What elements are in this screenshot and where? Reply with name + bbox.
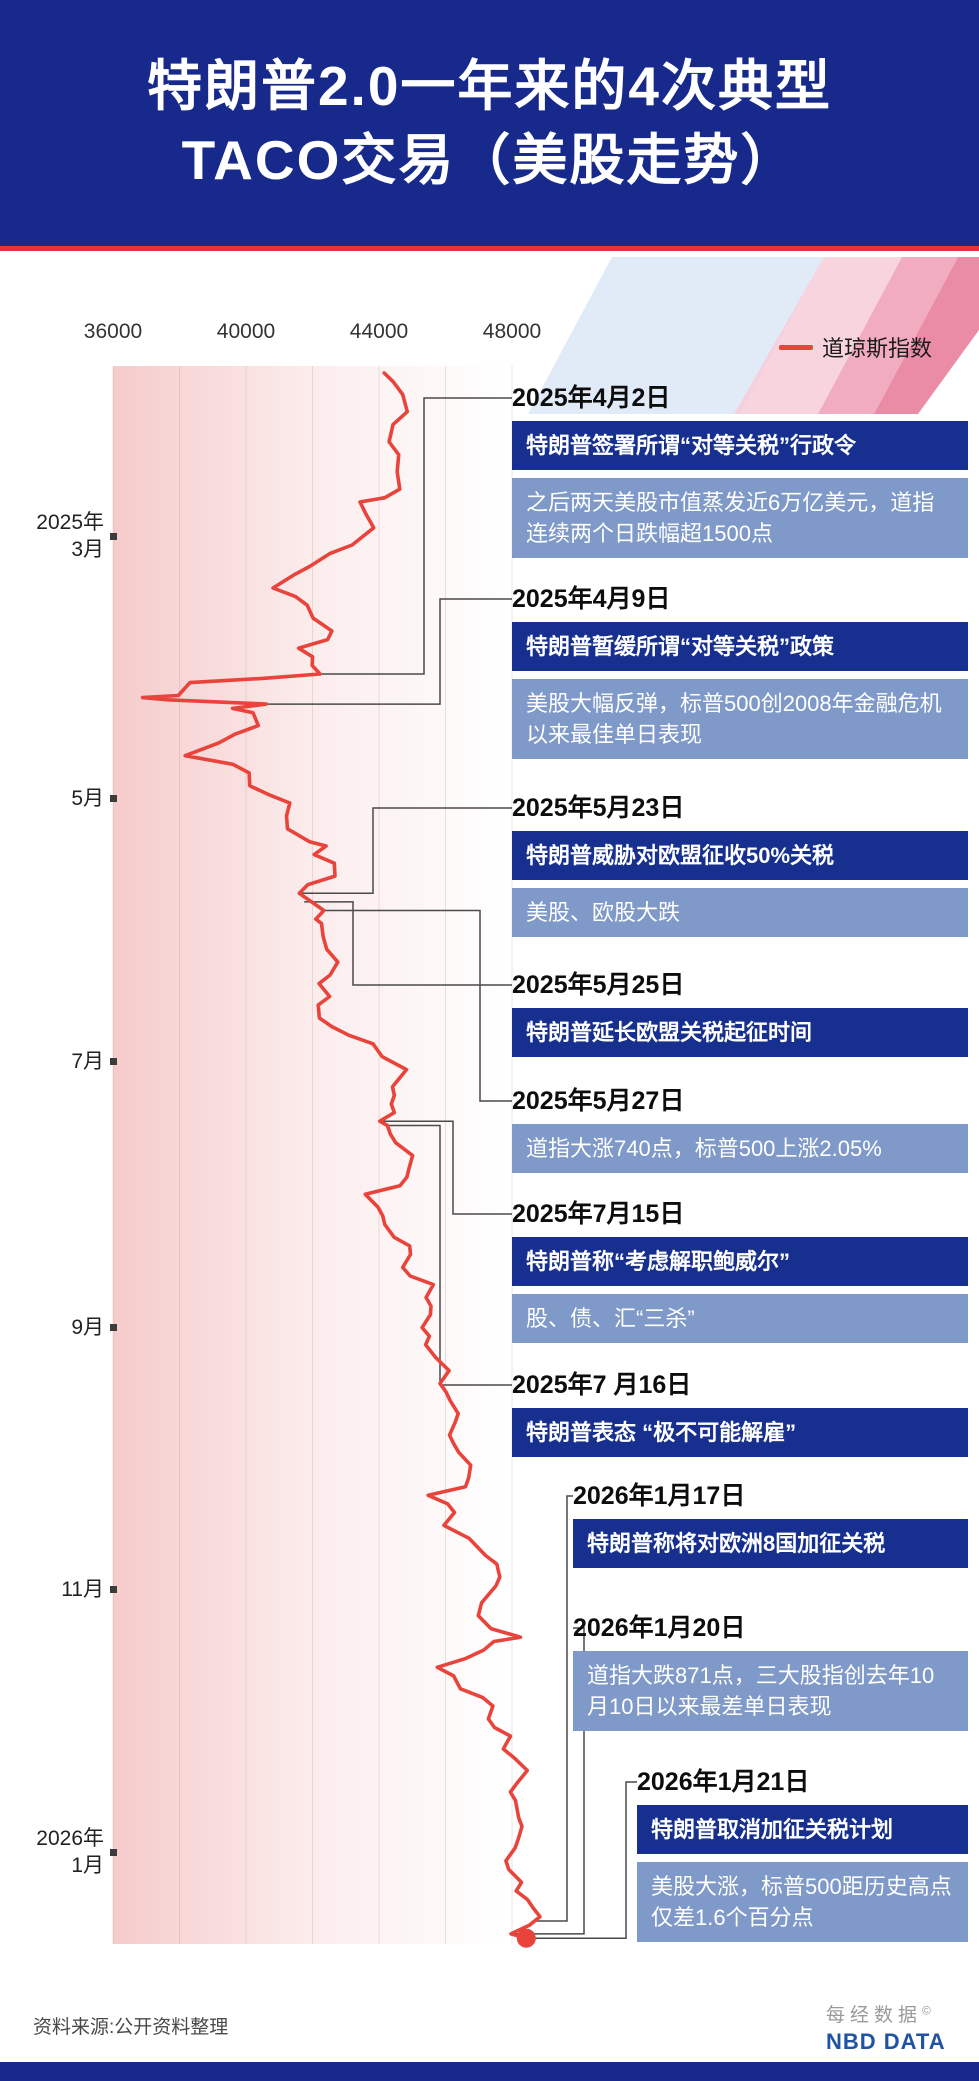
annotation-connector — [511, 1627, 585, 1935]
annotation-event-box: 特朗普表态 “极不可能解雇” — [512, 1408, 968, 1457]
annotation-event-box: 特朗普称将对欧洲8国加征关税 — [573, 1519, 968, 1568]
chart-plot-background — [113, 366, 560, 1944]
annotation-date: 2026年1月20日 — [573, 1614, 746, 1642]
line-end-dot — [516, 1928, 536, 1948]
annotation-date: 2025年5月27日 — [512, 1087, 685, 1115]
header-banner: 特朗普2.0一年来的4次典型 TACO交易（美股走势） — [0, 0, 979, 246]
annotation: 2025年5月23日特朗普威胁对欧盟征收50%关税 美股、欧股大跌 — [512, 793, 968, 937]
annotation-date: 2026年1月21日 — [637, 1768, 810, 1796]
decorative-ribbon — [874, 257, 979, 414]
annotation-connector — [266, 598, 512, 705]
brand-logo-cn: 每经数据 — [826, 2005, 923, 2026]
time-axis-tick — [110, 1848, 117, 1856]
annotation-connector — [535, 1495, 573, 1922]
decorative-ribbon — [734, 257, 902, 414]
annotation-connector — [379, 1120, 512, 1215]
annotation-connector — [387, 1124, 512, 1386]
decorative-ribbon — [528, 257, 824, 414]
source-note: 资料来源:公开资料整理 — [33, 2017, 229, 2038]
time-axis-label: 11月 — [61, 1578, 104, 1602]
annotation-date: 2025年5月23日 — [512, 794, 685, 822]
annotation-result-box: 美股大涨，标普500距历史高点仅差1.6个百分点 — [637, 1862, 968, 1942]
annotation-event-box: 特朗普取消加征关税计划 — [637, 1805, 968, 1854]
annotation-date: 2025年4月2日 — [512, 384, 671, 412]
annotation: 2025年5月27日道指大涨740点，标普500上涨2.05% — [512, 1086, 968, 1173]
annotation: 2026年1月17日特朗普称将对欧洲8国加征关税 — [573, 1481, 968, 1576]
annotation-result-box: 美股大幅反弹，标普500创2008年金融危机以来最佳单日表现 — [512, 679, 968, 759]
brand-logo-en: NBD DATA — [826, 2029, 946, 2054]
page-title-line1: 特朗普2.0一年来的4次典型 — [146, 55, 833, 117]
time-axis-label: 7月 — [71, 1049, 104, 1073]
annotation-connector — [319, 397, 512, 675]
annotation-date: 2025年7月15日 — [512, 1200, 685, 1228]
annotation-event-box: 特朗普暂缓所谓“对等关税”政策 — [512, 622, 968, 671]
annotation-date: 2026年1月17日 — [573, 1482, 746, 1510]
time-axis-tick — [110, 795, 117, 803]
x-axis-tick-label: 44000 — [349, 320, 409, 343]
annotation: 2026年1月21日特朗普取消加征关税计划美股大涨，标普500距历史高点仅差1.… — [637, 1767, 968, 1942]
annotation-event-box: 特朗普威胁对欧盟征收50%关税 — [512, 831, 968, 880]
annotation: 2025年7 月16日特朗普表态 “极不可能解雇” — [512, 1370, 968, 1465]
x-axis-tick-label: 36000 — [83, 320, 143, 343]
annotation: 2025年4月2日特朗普签署所谓“对等关税”行政令之后两天美股市值蒸发近6万亿美… — [512, 383, 968, 558]
annotation-date: 2025年7 月16日 — [512, 1371, 692, 1399]
annotation-connector — [323, 909, 512, 1102]
x-axis-tick-label: 40000 — [216, 320, 276, 343]
time-axis-tick — [110, 1324, 117, 1332]
x-axis-tick-label: 48000 — [482, 320, 542, 343]
time-axis-tick — [110, 1586, 117, 1594]
time-axis-label: 2025年 3月 — [36, 511, 104, 562]
annotation-date: 2025年4月9日 — [512, 585, 671, 613]
time-axis-label: 9月 — [71, 1316, 104, 1340]
annotation-event-box: 特朗普延长欧盟关税起征时间 — [512, 1008, 968, 1057]
annotation-result-box: 股、债、汇“三杀” — [512, 1294, 968, 1343]
annotation-result-box: 道指大涨740点，标普500上涨2.05% — [512, 1124, 968, 1173]
legend-line-swatch — [779, 344, 813, 350]
annotation-event-box: 特朗普称“考虑解职鲍威尔” — [512, 1237, 968, 1286]
annotation-result-box: 道指大跌871点，三大股指创去年10月10日以来最差单日表现 — [573, 1651, 968, 1731]
decorative-ribbon — [818, 257, 958, 414]
header-red-divider — [0, 246, 979, 251]
footer-bar — [0, 2062, 979, 2081]
annotation-event-box: 特朗普签署所谓“对等关税”行政令 — [512, 421, 968, 470]
annotation-date: 2025年5月25日 — [512, 971, 685, 999]
annotation-connector — [526, 1781, 637, 1939]
legend-label: 道琼斯指数 — [822, 336, 933, 361]
brand-copyright-mark: © — [922, 2003, 931, 2018]
annotation: 2026年1月20日道指大跌871点，三大股指创去年10月10日以来最差单日表现 — [573, 1613, 968, 1731]
time-axis-label: 2026年 1月 — [36, 1827, 104, 1878]
annotation: 2025年7月15日特朗普称“考虑解职鲍威尔” 股、债、汇“三杀” — [512, 1199, 968, 1343]
page-title-line2: TACO交易（美股走势） — [181, 129, 798, 191]
annotation: 2025年5月25日特朗普延长欧盟关税起征时间 — [512, 970, 968, 1065]
annotation-result-box: 之后两天美股市值蒸发近6万亿美元，道指连续两个日跌幅超1500点 — [512, 478, 968, 558]
annotation: 2025年4月9日特朗普暂缓所谓“对等关税”政策美股大幅反弹，标普500创200… — [512, 584, 968, 759]
legend: 道琼斯指数 — [779, 331, 932, 363]
time-axis-tick — [110, 1057, 117, 1065]
time-axis-label: 5月 — [71, 787, 104, 811]
annotation-result-box: 美股、欧股大跌 — [512, 888, 968, 937]
brand-logo: 每经数据© NBD DATA — [826, 2000, 946, 2055]
time-axis-tick — [110, 532, 117, 540]
annotation-connector — [299, 807, 512, 895]
dow-index-line — [140, 371, 542, 1940]
annotation-connector — [304, 901, 512, 986]
